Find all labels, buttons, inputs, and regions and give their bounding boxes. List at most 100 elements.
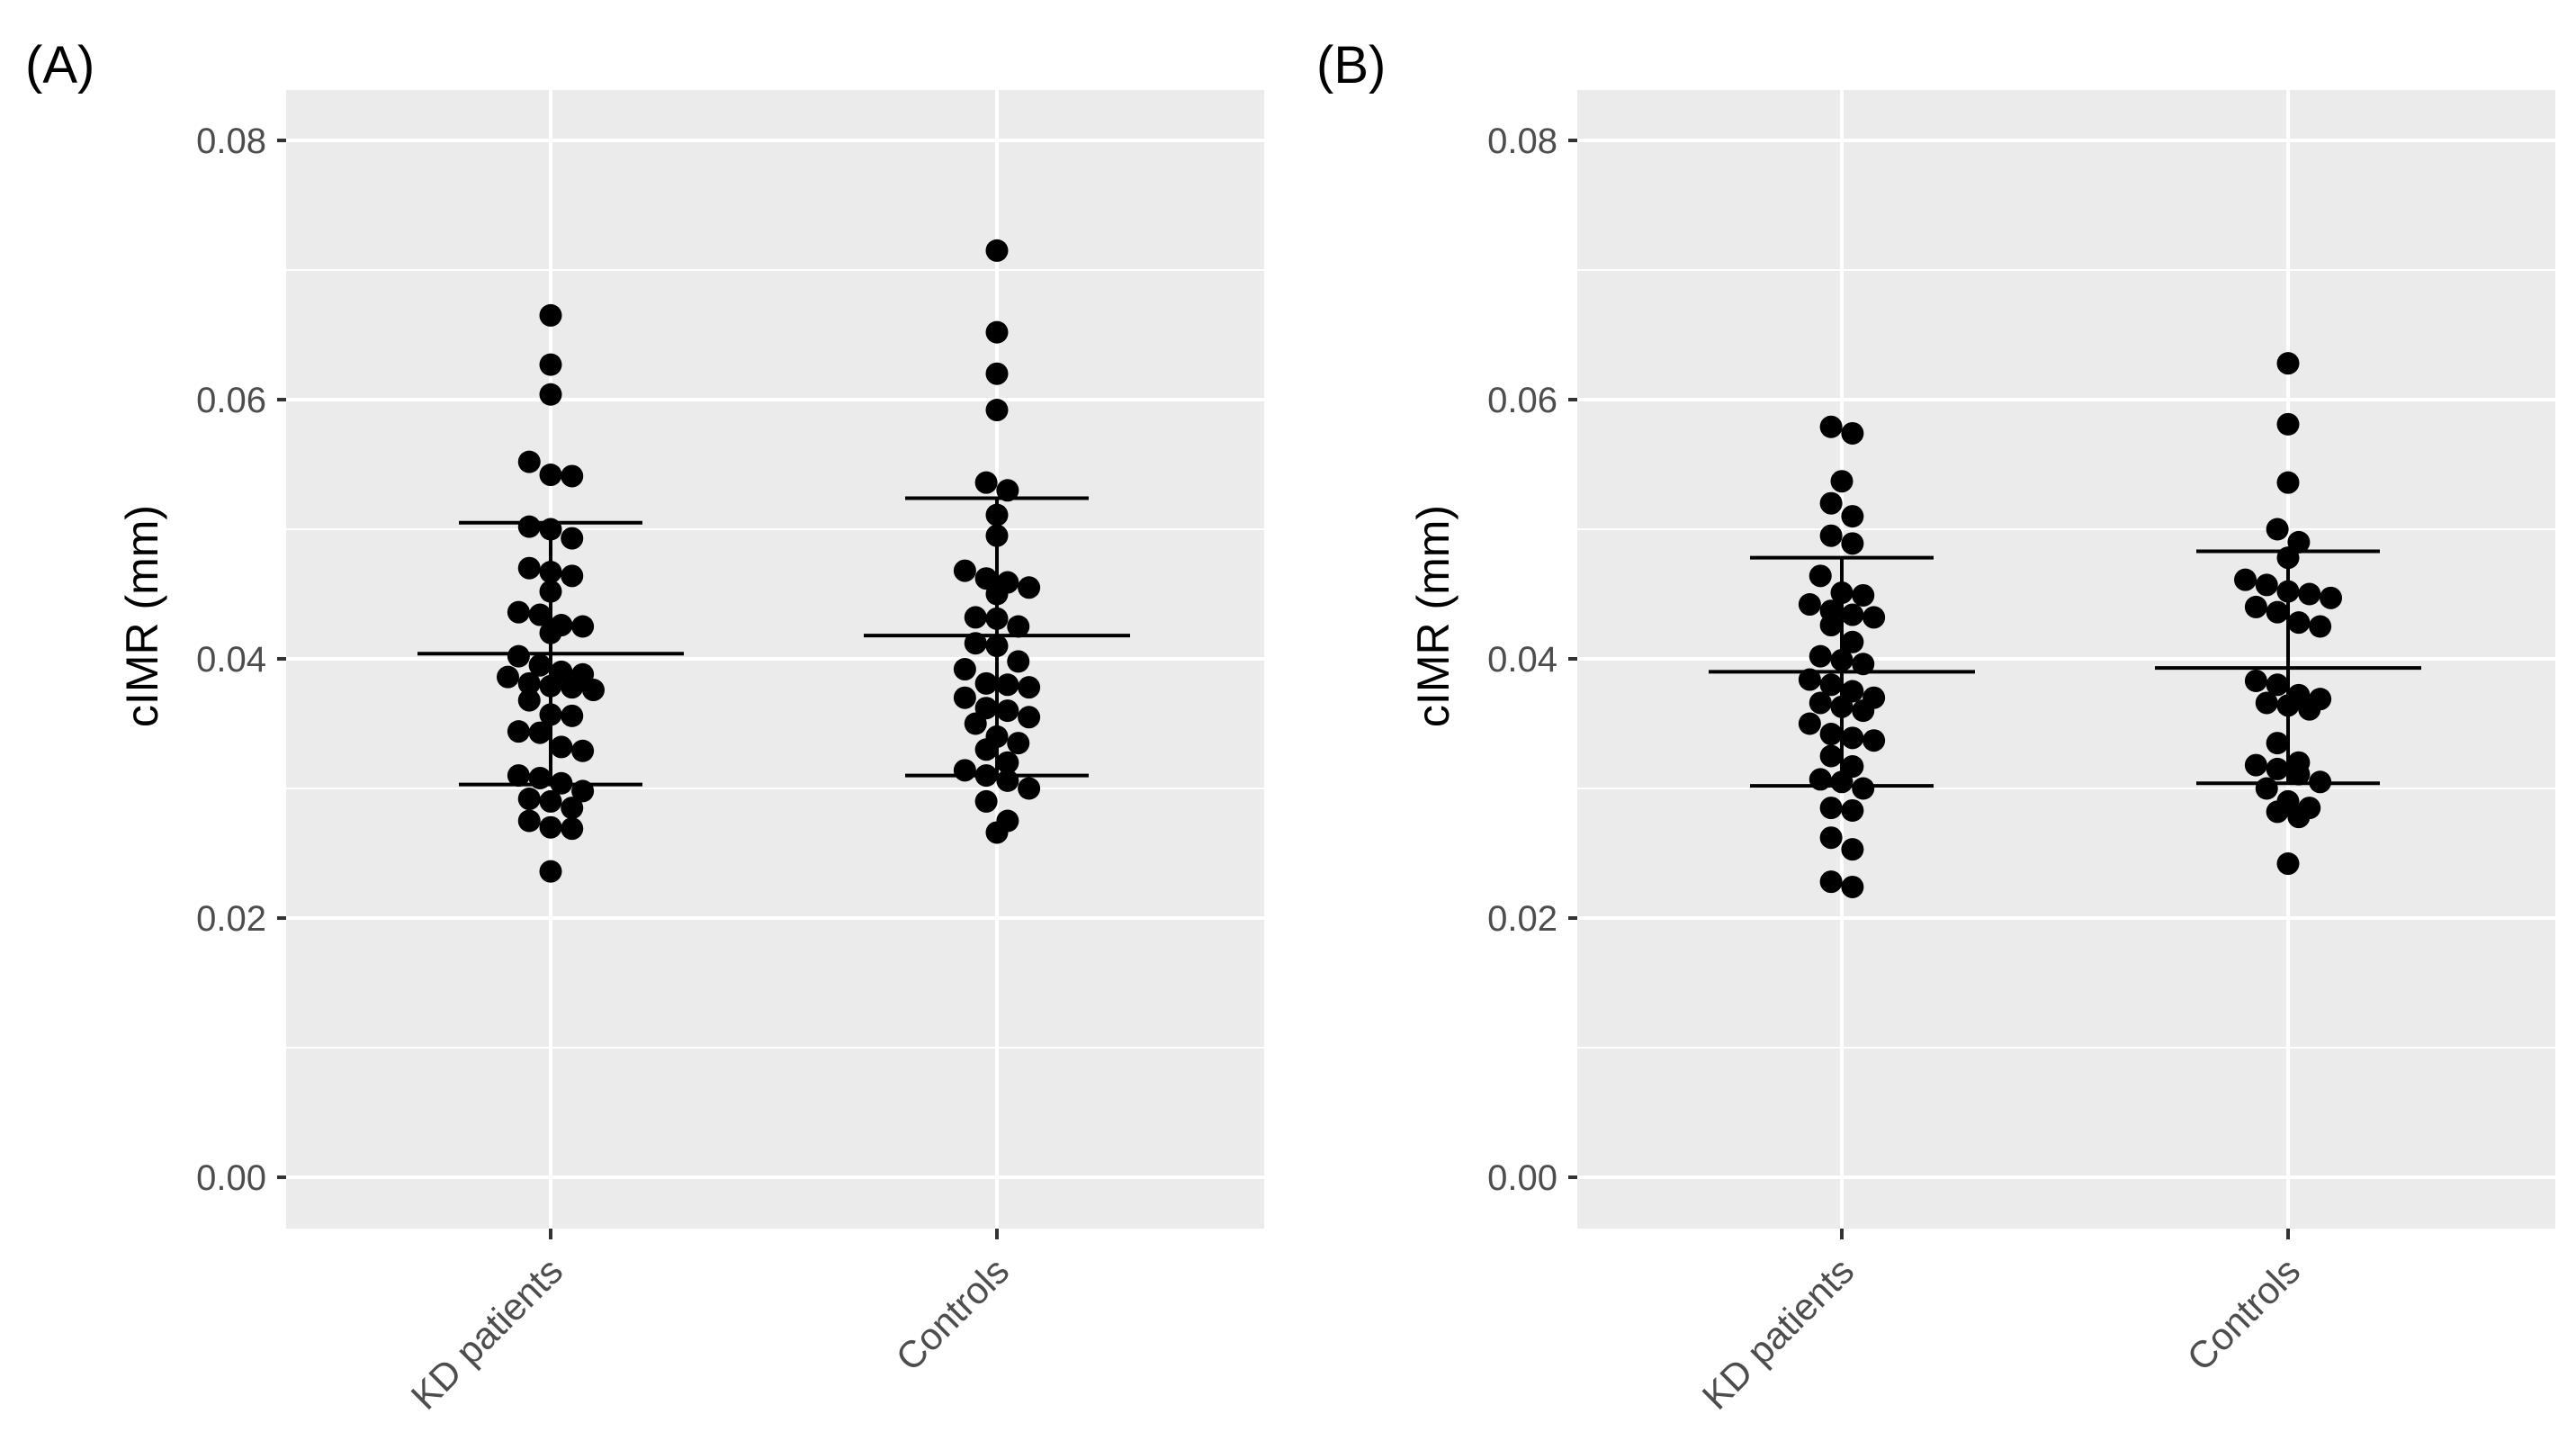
data-point (2309, 770, 2332, 794)
data-point (1852, 777, 1875, 800)
y-tick-label: 0.00 (196, 1158, 266, 1198)
data-point (1819, 614, 1843, 637)
data-point (2266, 673, 2289, 697)
data-point (528, 653, 552, 677)
x-category-label: KD patients (403, 1249, 571, 1418)
data-point (571, 739, 595, 762)
data-point (996, 673, 1019, 697)
data-point (2309, 615, 2332, 638)
data-point (1819, 744, 1843, 768)
data-point (497, 665, 519, 689)
data-point (517, 689, 541, 712)
data-point (539, 303, 562, 327)
data-point (517, 515, 541, 538)
data-point (528, 766, 552, 789)
data-point (1852, 583, 1875, 607)
data-point (1841, 798, 1864, 822)
data-point (539, 383, 562, 406)
data-point (2266, 518, 2289, 541)
data-point (2266, 732, 2289, 755)
data-point (2276, 852, 2300, 876)
data-point (561, 797, 584, 820)
data-point (561, 704, 584, 727)
data-point (985, 524, 1009, 547)
data-point (1852, 699, 1875, 723)
panel-b: (B) 0.00 0.02 0.04 0.06 0.08 cIMR (mm) KD patie… (1316, 36, 2555, 1418)
data-point (2298, 582, 2321, 606)
y-tick-label: 0.04 (1487, 640, 1557, 680)
data-point (985, 582, 1009, 606)
x-category-label: Controls (2179, 1249, 2309, 1379)
data-point (507, 644, 530, 668)
data-point (1841, 532, 1864, 555)
data-point (1018, 706, 1041, 729)
data-point (996, 479, 1019, 502)
data-point (2276, 546, 2300, 570)
data-point (528, 603, 552, 626)
data-point (2244, 595, 2267, 618)
data-point (1852, 653, 1875, 676)
data-point (2298, 698, 2321, 721)
data-point (2255, 777, 2278, 800)
data-point (561, 817, 584, 841)
data-point (1830, 648, 1853, 671)
data-point (1809, 691, 1832, 715)
data-point (2276, 352, 2300, 375)
y-axis-title: cIMR (mm) (117, 505, 167, 727)
data-point (1007, 615, 1030, 638)
data-point (985, 320, 1009, 344)
data-point (1007, 650, 1030, 673)
data-point (974, 789, 998, 813)
data-point (2234, 568, 2257, 591)
data-point (985, 607, 1009, 630)
data-point (2255, 691, 2278, 715)
data-point (1841, 603, 1864, 626)
panel-label: (A) (25, 36, 94, 95)
data-point (2266, 757, 2289, 780)
data-point (985, 362, 1009, 385)
data-point (2320, 586, 2342, 609)
data-point (539, 464, 562, 487)
data-point (1809, 768, 1832, 791)
data-point (1819, 797, 1843, 820)
data-point (974, 738, 998, 761)
data-point (1819, 826, 1843, 850)
data-point (964, 606, 987, 629)
data-point (985, 399, 1009, 422)
data-point (1819, 723, 1843, 746)
data-point (2244, 669, 2267, 692)
data-point (2255, 573, 2278, 597)
y-axis-title: cIMR (mm) (1408, 505, 1459, 727)
data-point (539, 703, 562, 726)
group-kd-patients (1709, 415, 1975, 898)
data-point (507, 720, 530, 743)
data-point (571, 779, 595, 803)
data-point (985, 503, 1009, 527)
data-point (1018, 777, 1041, 800)
data-point (517, 809, 541, 833)
data-point (1819, 673, 1843, 697)
data-point (1007, 732, 1030, 755)
data-point (517, 450, 541, 473)
data-point (1841, 421, 1864, 445)
y-tick-label: 0.06 (1487, 381, 1557, 420)
data-point (953, 559, 976, 582)
y-tick-label: 0.06 (196, 381, 266, 420)
data-point (507, 764, 530, 788)
data-point (1830, 695, 1853, 718)
group-kd-patients (417, 303, 684, 883)
y-tick-label: 0.08 (196, 122, 266, 161)
data-point (1841, 838, 1864, 861)
data-point (539, 815, 562, 839)
y-tick-label: 0.00 (1487, 1158, 1557, 1198)
y-tick-label: 0.08 (1487, 122, 1557, 161)
data-point (561, 676, 584, 699)
data-point (539, 518, 562, 541)
data-point (2287, 611, 2311, 635)
data-point (1841, 630, 1864, 653)
data-point (2244, 753, 2267, 777)
data-point (1830, 470, 1853, 493)
data-point (539, 561, 562, 584)
data-point (985, 635, 1009, 658)
